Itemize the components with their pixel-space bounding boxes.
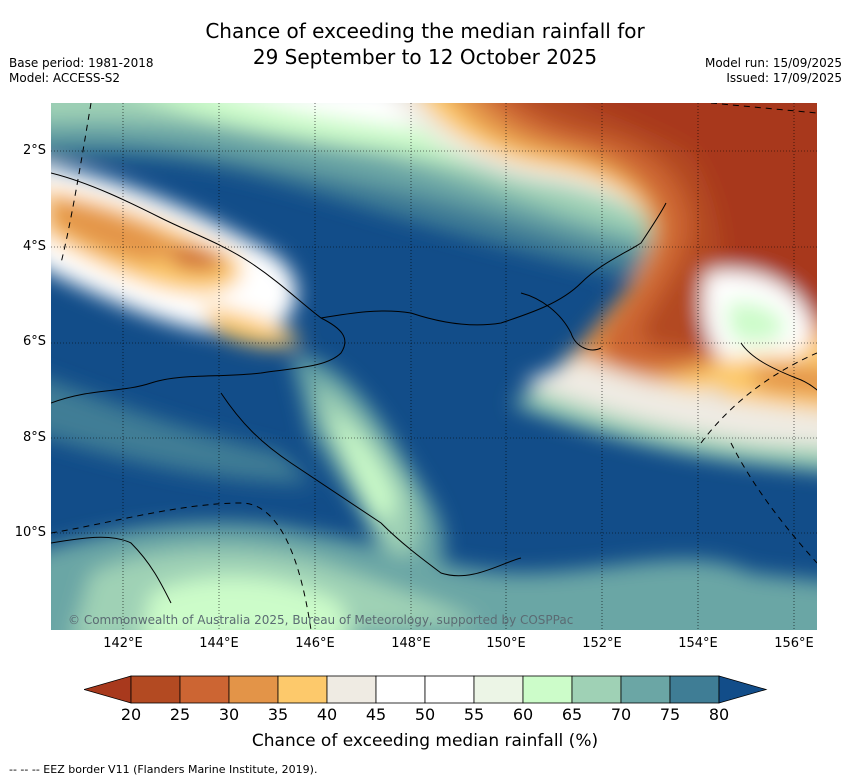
lat-tick-4s: 4°S [22, 239, 46, 254]
cb-label-55: 55 [463, 705, 485, 724]
colorbar-bin [669, 675, 720, 704]
cb-label-45: 45 [365, 705, 387, 724]
lon-tick-150e: 150°E [486, 636, 526, 651]
lon-tick-146e: 146°E [295, 636, 335, 651]
cb-label-35: 35 [267, 705, 289, 724]
eez-borders [51, 103, 817, 630]
gridlines [51, 103, 817, 630]
lat-tick-8s: 8°S [22, 430, 46, 445]
model-run-text: Model run: 15/09/2025 [704, 56, 842, 70]
colorbar-bin [571, 675, 622, 704]
colorbar-bin [179, 675, 230, 704]
rainfall-map: © Commonwealth of Australia 2025, Bureau… [51, 103, 817, 630]
cb-label-25: 25 [169, 705, 191, 724]
colorbar-bin [130, 675, 181, 704]
lat-tick-2s: 2°S [22, 143, 46, 158]
cb-label-30: 30 [218, 705, 240, 724]
colorbar [84, 675, 768, 704]
lon-tick-148e: 148°E [391, 636, 431, 651]
cb-label-70: 70 [610, 705, 632, 724]
cb-label-60: 60 [512, 705, 534, 724]
colorbar-title: Chance of exceeding median rainfall (%) [251, 731, 599, 751]
title-line-1: Chance of exceeding the median rainfall … [205, 19, 645, 43]
cb-label-50: 50 [414, 705, 436, 724]
colorbar-bin [522, 675, 573, 704]
colorbar-bin [326, 675, 377, 704]
eez-footnote: -- -- -- EEZ border V11 (Flanders Marine… [9, 763, 318, 776]
lon-tick-154e: 154°E [678, 636, 718, 651]
lon-tick-142e: 142°E [103, 636, 143, 651]
meta-right: Model run: 15/09/2025 Issued: 17/09/2025 [705, 56, 842, 86]
coastlines [51, 172, 817, 604]
lon-tick-144e: 144°E [199, 636, 239, 651]
colorbar-over-arrow [718, 675, 768, 704]
cb-label-40: 40 [316, 705, 338, 724]
probability-field [51, 103, 817, 630]
copyright-text: © Commonwealth of Australia 2025, Bureau… [68, 613, 573, 627]
base-period-text: Base period: 1981-2018 [9, 56, 154, 70]
colorbar-bin [473, 675, 524, 704]
cb-label-75: 75 [659, 705, 681, 724]
lon-tick-156e: 156°E [774, 636, 814, 651]
colorbar-under-arrow [84, 675, 132, 704]
map-title: Chance of exceeding the median rainfall … [0, 18, 850, 70]
issued-text: Issued: 17/09/2025 [726, 71, 842, 85]
colorbar-bin [424, 675, 475, 704]
lat-tick-10s: 10°S [14, 525, 46, 540]
colorbar-bin [620, 675, 671, 704]
cb-label-20: 20 [120, 705, 142, 724]
colorbar-bin [277, 675, 328, 704]
cb-label-65: 65 [561, 705, 583, 724]
cb-label-80: 80 [708, 705, 730, 724]
colorbar-bin [375, 675, 426, 704]
lon-tick-152e: 152°E [582, 636, 622, 651]
title-line-2: 29 September to 12 October 2025 [252, 45, 598, 69]
model-text: Model: ACCESS-S2 [9, 71, 121, 85]
colorbar-bin [228, 675, 279, 704]
meta-left: Base period: 1981-2018 Model: ACCESS-S2 [9, 56, 154, 86]
lat-tick-6s: 6°S [22, 334, 46, 349]
